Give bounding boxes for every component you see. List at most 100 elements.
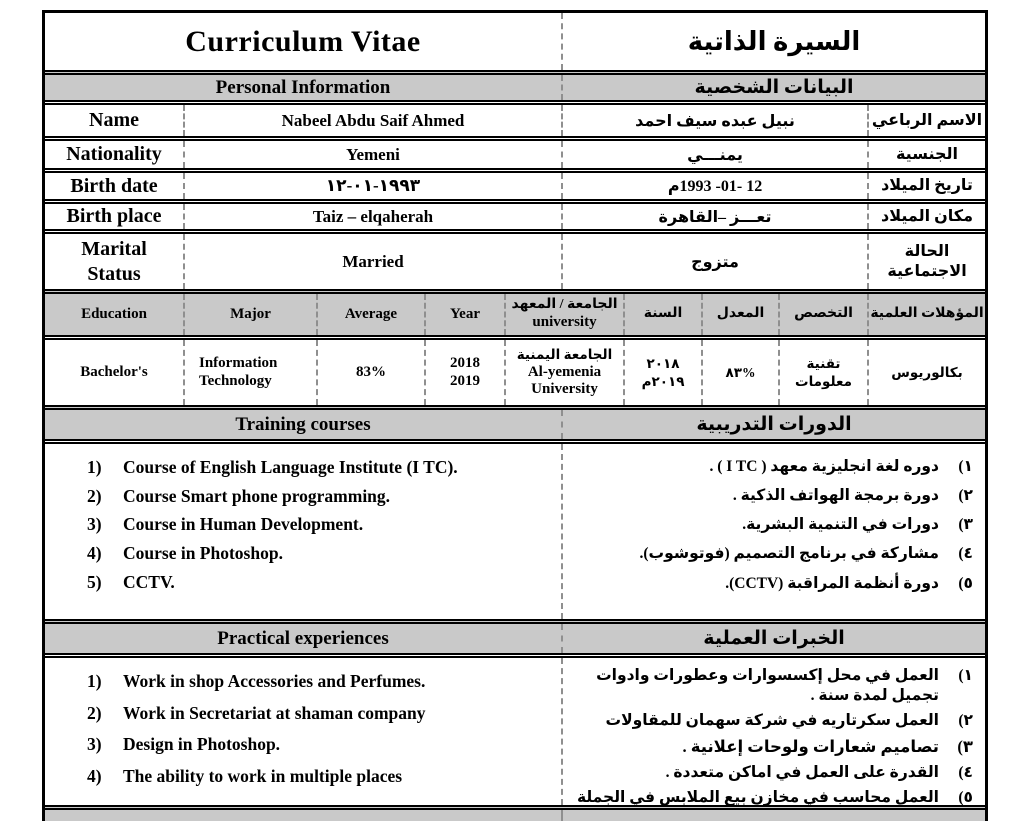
training-header-row: Training courses الدورات التدريبية xyxy=(45,405,985,439)
qualifications-col-header-ar: المؤهلات العلمية xyxy=(870,306,984,322)
training-header-ar: الدورات التدريبية xyxy=(696,414,852,435)
practical-item-en: 3) Design in Photoshop. xyxy=(45,734,561,755)
training-item-ar-num: ٣) xyxy=(958,516,973,534)
practical-item-ar-num: ٢) xyxy=(958,712,973,730)
training-body-row: 1) Course of English Language Institute (… xyxy=(45,439,985,619)
average-col-header-ar: المعدل xyxy=(716,306,765,322)
practical-item-ar: ٢) العمل سكرتاريه في شركة سهمان للمقاولات xyxy=(563,711,985,731)
practical-item-ar-text: تصاميم شعارات ولوحات إعلانية . xyxy=(682,737,940,757)
university-col-header-ar: الجامعة / المعهد xyxy=(511,297,618,313)
training-item-en: 4) Course in Photoshop. xyxy=(45,543,561,564)
training-item-en: 5) CCTV. xyxy=(45,572,561,593)
year-col-header: Year xyxy=(450,305,480,322)
practical-item-en-text: Design in Photoshop. xyxy=(123,734,281,755)
practical-header-row: Practical experiences الخبرات العملية xyxy=(45,619,985,653)
nationality-value-en: Yemeni xyxy=(346,144,400,164)
training-item-ar-num: ٥) xyxy=(958,574,973,592)
marital-label-ar: الحالة الاجتماعية xyxy=(887,242,967,280)
training-item-ar-num: ٤) xyxy=(958,545,973,563)
personal-info-header-en: Personal Information xyxy=(45,75,563,100)
training-item-en-text: Course in Human Development. xyxy=(123,514,364,535)
training-item-ar-text: دورة برمجة الهواتف الذكية . xyxy=(732,487,939,505)
training-item-ar-text: دورات في التنمية البشرية. xyxy=(742,516,939,534)
training-item-ar: ٤) مشاركة في برنامج التصميم (فوتوشوب). xyxy=(563,544,985,564)
title-row: Curriculum Vitae السيرة الذاتية xyxy=(45,13,985,70)
document-title-english: Curriculum Vitae xyxy=(185,24,421,58)
practical-item-en-text: Work in Secretariat at shaman company xyxy=(123,702,426,723)
birth-date-label-en: Birth date xyxy=(70,174,158,197)
practical-item-ar-num: ٥) xyxy=(958,789,973,805)
practical-item-ar: ٣) تصاميم شعارات ولوحات إعلانية . xyxy=(563,736,985,757)
birth-place-value-ar: تعـــز –القاهرة xyxy=(658,208,772,226)
year-col-header-ar: السنة xyxy=(643,306,683,322)
practical-item-ar-text: العمل سكرتاريه في شركة سهمان للمقاولات xyxy=(605,712,939,730)
year-ar-line-1: ٢٠١٨ xyxy=(646,355,680,371)
document-title-arabic: السيرة الذاتية xyxy=(687,26,861,56)
university-line-en-2: University xyxy=(531,381,598,398)
birth-place-row: Birth place Taiz – elqaherah تعـــز –الق… xyxy=(45,199,985,229)
practical-item-en-num: 1) xyxy=(87,671,102,691)
training-item-ar-num: ١) xyxy=(958,458,973,475)
practical-item-ar-text: القدرة على العمل في اماكن متعددة . xyxy=(665,763,939,781)
birth-date-label-ar: تاريخ الميلاد xyxy=(881,177,973,194)
practical-list-en: 1) Work in shop Accessories and Perfumes.… xyxy=(45,658,563,805)
cutoff-strip-ar xyxy=(563,810,985,821)
training-item-en-text: Course of English Language Institute (I … xyxy=(123,457,458,477)
birth-date-row: Birth date ١٩٩٣-٠١-١٢ 12 -01- 1993م تاري… xyxy=(45,168,985,199)
cutoff-strip-en xyxy=(45,810,563,821)
practical-item-en-text: The ability to work in multiple places xyxy=(123,765,403,786)
training-item-ar-num: ٢) xyxy=(958,487,973,505)
training-item-ar: ٣) دورات في التنمية البشرية. xyxy=(563,515,985,535)
marital-value-ar: متزوج xyxy=(691,253,739,271)
marital-label-en: Marital Status xyxy=(81,237,147,285)
training-item-en: 3) Course in Human Development. xyxy=(45,514,561,535)
cv-table: Curriculum Vitae السيرة الذاتية Personal… xyxy=(42,10,988,821)
practical-item-ar-text: العمل في محل إكسسوارات وعطورات وادوات تج… xyxy=(596,667,939,705)
nationality-value-ar: يمنـــي xyxy=(687,146,743,164)
marital-value-en: Married xyxy=(342,251,404,271)
university-cell: الجامعة اليمنية Al-yemenia University xyxy=(506,340,625,405)
university-col-header-en: university xyxy=(532,314,597,331)
training-item-ar: ٥) دورة أنظمة المراقبة (CCTV). xyxy=(563,574,985,594)
training-item-en-num: 2) xyxy=(87,485,102,506)
birth-date-value-ar: 12 -01- 1993م xyxy=(667,178,763,195)
name-label-ar: الاسم الرباعي xyxy=(871,111,983,129)
practical-header-ar: الخبرات العملية xyxy=(703,628,845,649)
training-item-en-num: 5) xyxy=(87,571,102,592)
education-header-row: Education Major Average Year الجامعة / ا… xyxy=(45,289,985,335)
year-line-1: 2018 xyxy=(450,355,480,372)
birth-date-value-en: ١٩٩٣-٠١-١٢ xyxy=(325,176,421,195)
name-row: Name Nabeel Abdu Saif Ahmed نبيل عبده سي… xyxy=(45,100,985,136)
average-cell: 83% xyxy=(356,363,386,380)
training-item-en-num: 3) xyxy=(87,514,102,535)
training-item-ar-text: مشاركة في برنامج التصميم (فوتوشوب). xyxy=(639,545,939,563)
university-col-header: الجامعة / المعهد university xyxy=(506,294,625,335)
training-item-en-num: 4) xyxy=(87,542,102,563)
nationality-label-ar: الجنسية xyxy=(895,145,959,163)
practical-item-ar-num: ٤) xyxy=(958,763,973,781)
major-cell: Information Technology xyxy=(199,355,278,389)
major-col-header-ar: التخصص xyxy=(794,306,853,322)
personal-info-header-ar: البيانات الشخصية xyxy=(563,75,985,100)
practical-item-en: 2) Work in Secretariat at shaman company xyxy=(45,703,561,724)
name-value-ar: نبيل عبده سيف احمد xyxy=(635,112,795,130)
education-col-header: Education xyxy=(81,305,147,322)
practical-item-ar-text: العمل محاسب في مخازن بيع الملابس في الجم… xyxy=(576,789,939,805)
average-col-header: Average xyxy=(344,305,398,322)
training-item-en-text: CCTV. xyxy=(123,571,175,592)
practical-item-en: 4) The ability to work in multiple places xyxy=(45,766,561,787)
birth-place-label-ar: مكان الميلاد xyxy=(881,207,973,225)
name-label-en: Name xyxy=(89,109,139,131)
major-col-header: Major xyxy=(230,305,271,322)
training-item-ar: ٢) دورة برمجة الهواتف الذكية . xyxy=(563,486,985,506)
practical-item-ar-num: ٣) xyxy=(957,737,973,757)
practical-header-en: Practical experiences xyxy=(217,627,389,649)
qualification-cell-ar: بكالوريوس xyxy=(891,364,963,380)
personal-info-header-ar-label: البيانات الشخصية xyxy=(694,77,854,98)
training-item-ar: ١) دوره لغة انجليزية معهد ( I TC ) . xyxy=(563,457,985,477)
training-item-ar-text: دورة أنظمة المراقبة (CCTV). xyxy=(725,574,939,592)
training-item-ar-text: دوره لغة انجليزية معهد ( I TC ) . xyxy=(709,458,940,475)
nationality-label-en: Nationality xyxy=(66,143,162,165)
education-data-row: Bachelor's Information Technology 83% 20… xyxy=(45,335,985,405)
